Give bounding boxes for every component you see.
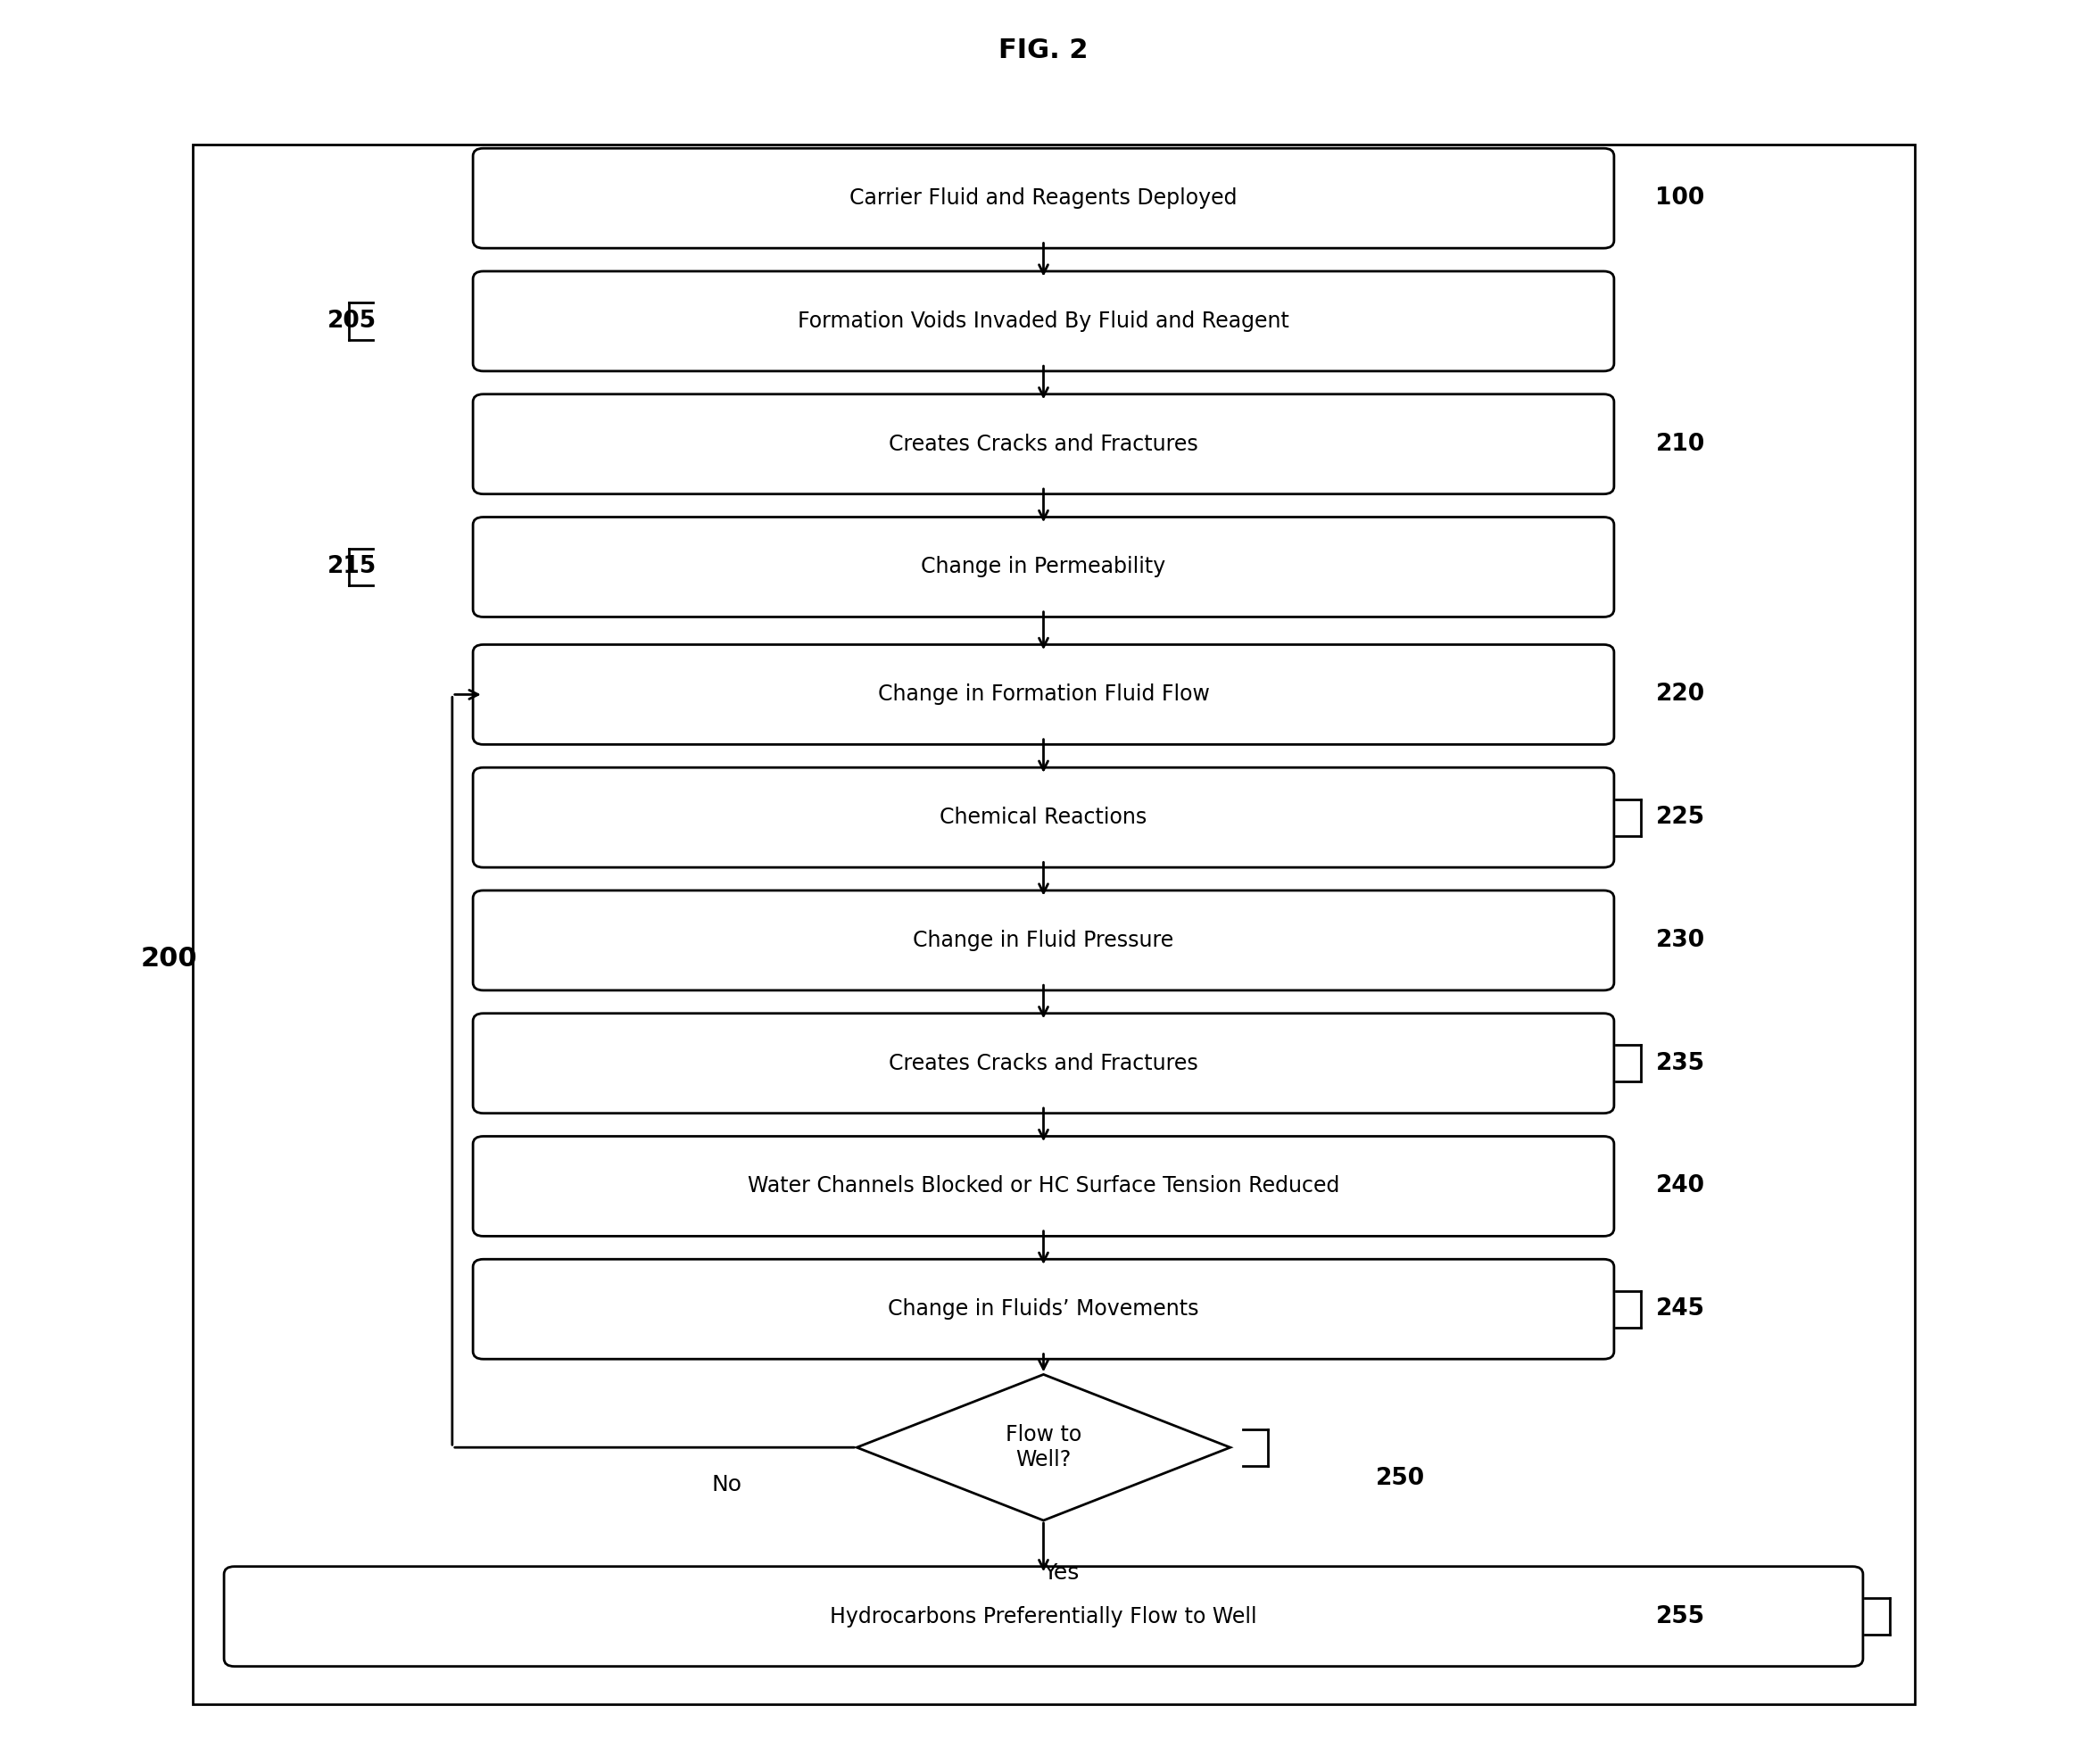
Text: 215: 215 <box>328 556 378 579</box>
Text: No: No <box>712 1473 741 1496</box>
Text: 200: 200 <box>142 946 198 972</box>
FancyBboxPatch shape <box>474 393 1613 494</box>
Text: Creates Cracks and Fractures: Creates Cracks and Fractures <box>889 434 1198 455</box>
Text: 210: 210 <box>1655 432 1705 455</box>
Text: 240: 240 <box>1655 1175 1705 1198</box>
FancyBboxPatch shape <box>474 1013 1613 1113</box>
FancyBboxPatch shape <box>474 767 1613 868</box>
FancyBboxPatch shape <box>474 891 1613 990</box>
FancyBboxPatch shape <box>474 148 1613 249</box>
FancyBboxPatch shape <box>474 644 1613 744</box>
Text: 225: 225 <box>1655 806 1705 829</box>
Text: 235: 235 <box>1655 1051 1705 1074</box>
FancyBboxPatch shape <box>223 1566 1864 1667</box>
Text: Change in Formation Fluid Flow: Change in Formation Fluid Flow <box>879 684 1208 706</box>
Text: Carrier Fluid and Reagents Deployed: Carrier Fluid and Reagents Deployed <box>849 187 1238 208</box>
Text: 245: 245 <box>1655 1298 1705 1321</box>
Text: Change in Permeability: Change in Permeability <box>920 556 1167 579</box>
Text: Water Channels Blocked or HC Surface Tension Reduced: Water Channels Blocked or HC Surface Ten… <box>747 1175 1340 1198</box>
Text: Chemical Reactions: Chemical Reactions <box>939 806 1148 827</box>
Text: 255: 255 <box>1655 1605 1705 1628</box>
Text: FIG. 2: FIG. 2 <box>1000 37 1087 64</box>
Text: Hydrocarbons Preferentially Flow to Well: Hydrocarbons Preferentially Flow to Well <box>831 1605 1256 1626</box>
Text: Flow to
Well?: Flow to Well? <box>1006 1424 1081 1471</box>
Text: Change in Fluid Pressure: Change in Fluid Pressure <box>914 930 1173 951</box>
Text: Formation Voids Invaded By Fluid and Reagent: Formation Voids Invaded By Fluid and Rea… <box>797 310 1290 332</box>
FancyBboxPatch shape <box>474 1136 1613 1237</box>
Text: Yes: Yes <box>1044 1563 1079 1584</box>
FancyBboxPatch shape <box>474 1259 1613 1358</box>
FancyBboxPatch shape <box>474 272 1613 370</box>
Text: 100: 100 <box>1655 187 1705 210</box>
Text: 230: 230 <box>1655 930 1705 953</box>
Text: 250: 250 <box>1375 1466 1425 1491</box>
Text: Change in Fluids’ Movements: Change in Fluids’ Movements <box>889 1298 1198 1319</box>
FancyBboxPatch shape <box>474 517 1613 617</box>
Text: 205: 205 <box>328 309 378 333</box>
Polygon shape <box>858 1374 1229 1521</box>
Text: 220: 220 <box>1655 683 1705 706</box>
Text: Creates Cracks and Fractures: Creates Cracks and Fractures <box>889 1053 1198 1074</box>
